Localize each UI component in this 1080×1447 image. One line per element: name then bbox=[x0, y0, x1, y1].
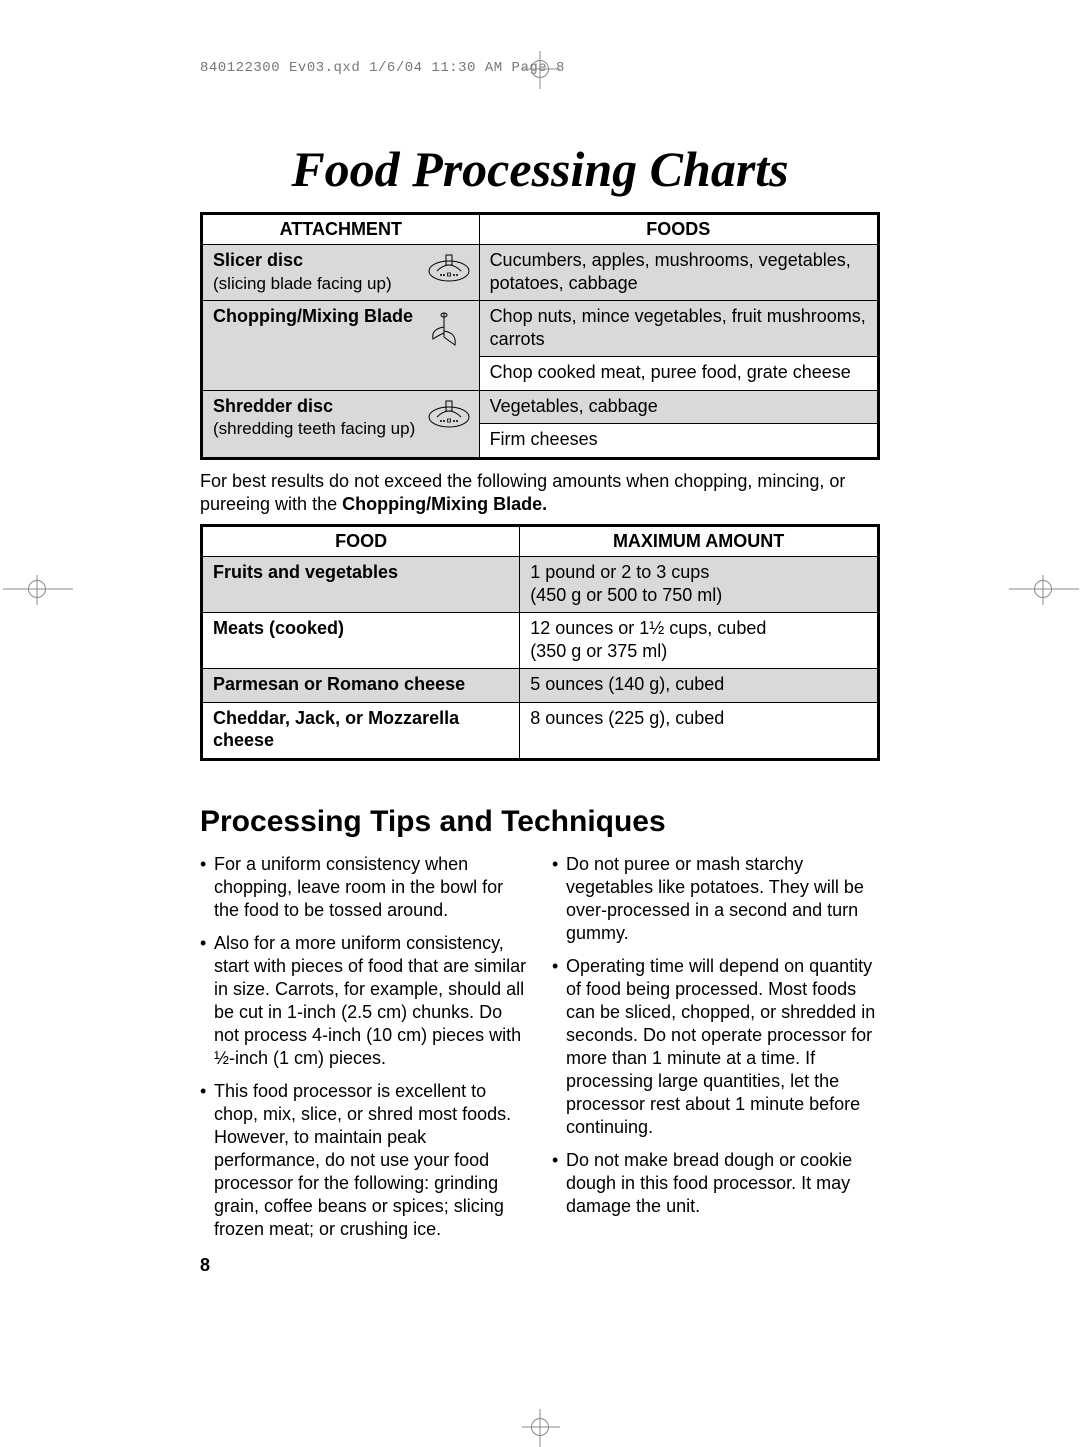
page-number: 8 bbox=[200, 1255, 942, 1276]
chopping-blade-icon bbox=[427, 309, 461, 353]
print-header-line: 840122300 Ev03.qxd 1/6/04 11:30 AM Page … bbox=[200, 60, 942, 76]
t2-row: Fruits and vegetables bbox=[202, 557, 520, 613]
intertext-b: Chopping/Mixing Blade. bbox=[342, 494, 547, 514]
t2-max: 8 ounces (225 g), cubed bbox=[520, 702, 879, 759]
attachment-foods-table: ATTACHMENT FOODS Slicer disc (slicing bl… bbox=[200, 212, 880, 460]
maximum-amount-table: FOOD MAXIMUM AMOUNT Fruits and vegetable… bbox=[200, 524, 880, 761]
t1-slicer-cell: Slicer disc (slicing blade facing up) bbox=[202, 245, 480, 301]
t2-max: 1 pound or 2 to 3 cups (450 g or 500 to … bbox=[520, 557, 879, 613]
t2-header-food: FOOD bbox=[202, 526, 520, 557]
t1-shredder-cell: Shredder disc (shredding teeth facing up… bbox=[202, 390, 480, 458]
crop-mark-bottom bbox=[531, 1418, 549, 1436]
t1-chopping-cell: Chopping/Mixing Blade bbox=[202, 301, 480, 391]
intertext: For best results do not exceed the follo… bbox=[200, 470, 880, 517]
tips-heading: Processing Tips and Techniques bbox=[200, 805, 880, 839]
t1-slicer-sub: (slicing blade facing up) bbox=[213, 274, 392, 293]
tips-columns: For a uniform consistency when chopping,… bbox=[200, 853, 880, 1252]
tip-item: Do not puree or mash starchy vegetables … bbox=[552, 853, 880, 945]
tip-item: For a uniform consistency when chopping,… bbox=[200, 853, 528, 922]
t1-chopping-foods-b: Chop cooked meat, puree food, grate chee… bbox=[479, 357, 878, 391]
content-area: Food Processing Charts ATTACHMENT FOODS … bbox=[200, 140, 880, 1251]
t2-max: 5 ounces (140 g), cubed bbox=[520, 669, 879, 703]
t1-shredder-sub: (shredding teeth facing up) bbox=[213, 419, 415, 438]
crop-mark-top bbox=[531, 60, 549, 78]
t2-row: Parmesan or Romano cheese bbox=[202, 669, 520, 703]
t1-header-foods: FOODS bbox=[479, 214, 878, 245]
t2-max: 12 ounces or 1½ cups, cubed (350 g or 37… bbox=[520, 613, 879, 669]
t1-shredder-name: Shredder disc bbox=[213, 396, 333, 416]
crop-mark-right bbox=[1034, 580, 1052, 598]
slicer-disc-icon bbox=[427, 249, 471, 285]
tip-item: This food processor is excellent to chop… bbox=[200, 1080, 528, 1241]
tips-col-left: For a uniform consistency when chopping,… bbox=[200, 853, 528, 1252]
page-container: 840122300 Ev03.qxd 1/6/04 11:30 AM Page … bbox=[138, 60, 942, 1276]
t1-shredder-foods-b: Firm cheeses bbox=[479, 424, 878, 459]
t2-header-max: MAXIMUM AMOUNT bbox=[520, 526, 879, 557]
t2-row: Meats (cooked) bbox=[202, 613, 520, 669]
t1-slicer-foods: Cucumbers, apples, mushrooms, vegetables… bbox=[479, 245, 878, 301]
tips-col-right: Do not puree or mash starchy vegetables … bbox=[552, 853, 880, 1252]
t2-food: Fruits and vegetables bbox=[213, 562, 398, 582]
tip-item: Do not make bread dough or cookie dough … bbox=[552, 1149, 880, 1218]
page-title: Food Processing Charts bbox=[200, 140, 880, 198]
tip-item: Also for a more uniform consistency, sta… bbox=[200, 932, 528, 1070]
shredder-disc-icon bbox=[427, 395, 471, 431]
t2-food: Cheddar, Jack, or Mozzarella cheese bbox=[213, 708, 459, 751]
t1-chopping-foods-a: Chop nuts, mince vegetables, fruit mushr… bbox=[479, 301, 878, 357]
t2-food: Meats (cooked) bbox=[213, 618, 344, 638]
t2-food: Parmesan or Romano cheese bbox=[213, 674, 465, 694]
t1-shredder-foods-a: Vegetables, cabbage bbox=[479, 390, 878, 424]
t1-chopping-name: Chopping/Mixing Blade bbox=[213, 306, 413, 326]
t2-row: Cheddar, Jack, or Mozzarella cheese bbox=[202, 702, 520, 759]
t1-header-attachment: ATTACHMENT bbox=[202, 214, 480, 245]
crop-mark-left bbox=[28, 580, 46, 598]
t1-slicer-name: Slicer disc bbox=[213, 250, 303, 270]
tip-item: Operating time will depend on quantity o… bbox=[552, 955, 880, 1139]
